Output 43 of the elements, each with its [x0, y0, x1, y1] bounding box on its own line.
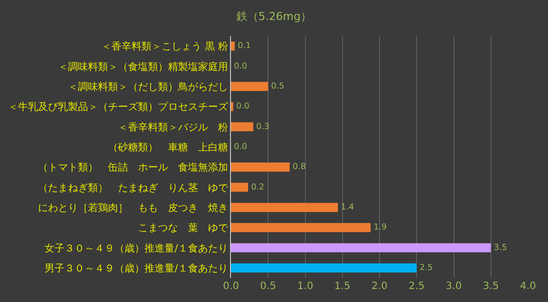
y-tick-label: 女子３０～４９（歳）推進量/１食あたり — [44, 242, 228, 254]
bar — [231, 243, 491, 252]
y-tick-label: ＜調味料類＞（だし類）鳥がらだし — [68, 80, 228, 93]
y-tick-label: ＜調味料類＞（食塩類）精製塩家庭用 — [58, 60, 228, 73]
bar — [231, 122, 254, 132]
data-label: 3.5 — [494, 242, 508, 252]
bar — [231, 202, 338, 212]
bar — [231, 42, 235, 51]
x-tick-label: 3.0 — [446, 281, 462, 292]
y-tick-label: ＜香辛料類＞バジル 粉 — [118, 121, 228, 134]
data-label: 0.5 — [271, 80, 284, 90]
y-tick-label: こまつな 葉 ゆで — [138, 222, 229, 234]
y-tick-label: にわとり［若鶏肉］ もも 皮つき 焼き — [38, 202, 228, 214]
x-tick-label: 0.0 — [223, 281, 239, 292]
bar — [231, 223, 371, 232]
y-tick-label: ＜香辛料類＞こしょう 黒 粉 — [102, 40, 228, 53]
x-tick-label: 1.0 — [297, 281, 314, 292]
y-tick-label: ＜牛乳及び乳製品＞（チーズ類）プロセスチーズ — [8, 101, 229, 114]
bar — [231, 182, 248, 192]
data-label: 0.8 — [292, 161, 306, 172]
data-label: 0.0 — [234, 140, 248, 151]
x-tick-label: 2.5 — [408, 281, 425, 292]
data-label: 0.0 — [234, 60, 248, 70]
x-tick-label: 4.0 — [520, 281, 536, 292]
y-tick-label: 男子３０～４９（歳）推進量/１食あたり — [44, 262, 228, 274]
data-label: 0.2 — [251, 181, 264, 192]
x-tick-label: 3.5 — [482, 281, 499, 292]
data-label: 1.9 — [374, 222, 387, 232]
data-label: 1.4 — [340, 201, 354, 212]
bar — [231, 263, 417, 272]
data-label: 0.0 — [236, 100, 250, 111]
data-label: 0.3 — [256, 120, 270, 131]
x-tick-label: 1.5 — [334, 281, 350, 292]
x-tick-label: 0.5 — [260, 281, 276, 292]
chart-title: 鉄（5.26mg） — [236, 10, 312, 23]
y-tick-label: （トマト類） 缶詰 ホール 食塩無添加 — [38, 162, 228, 174]
x-tick-label: 2.0 — [372, 281, 388, 292]
y-tick-label: （砂糖類） 車糖 上白糖 — [108, 141, 228, 154]
data-label: 0.1 — [238, 40, 251, 50]
bar — [231, 162, 290, 172]
y-tick-label: （たまねぎ類） たまねぎ りん茎 ゆで — [38, 182, 229, 194]
bar — [231, 82, 268, 91]
data-label: 2.5 — [420, 262, 433, 272]
